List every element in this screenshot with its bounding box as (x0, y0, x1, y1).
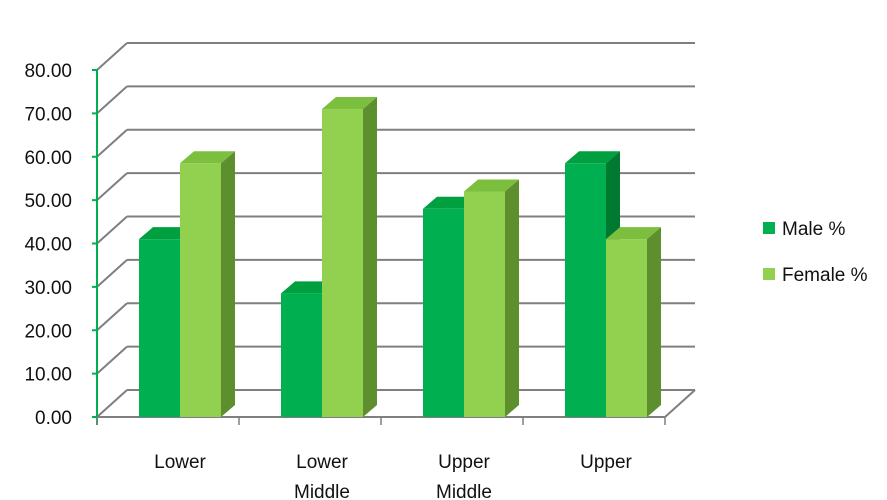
x-category-label: Upper (580, 452, 632, 473)
legend-swatch (763, 222, 775, 234)
gridline-diagonal (96, 129, 128, 158)
y-tick-label: 30.00 (24, 278, 72, 299)
bar-top-face (565, 151, 620, 164)
bar-top-face (322, 97, 377, 110)
y-tick-label: 10.00 (24, 365, 72, 386)
x-category-label: Lower (296, 452, 348, 473)
legend: Male % Female % (763, 219, 868, 286)
bar-front-face (565, 163, 606, 417)
bar (606, 227, 661, 417)
gridline-diagonal (96, 389, 128, 418)
x-category-label: Lower (154, 452, 206, 473)
bar (180, 151, 235, 417)
bar-top-face (464, 179, 519, 192)
bar (322, 97, 377, 417)
y-tick-label: 70.00 (24, 104, 72, 125)
bar-layer (139, 97, 661, 417)
label-layer: 0.00 10.00 20.00 30.00 40.00 50.00 60.00 70.00 8… (24, 61, 632, 500)
bar (464, 179, 519, 417)
y-tick-label: 40.00 (24, 235, 72, 256)
axis-layer (92, 69, 666, 425)
x-category-label: Upper (438, 452, 490, 473)
legend-label: Female % (782, 265, 868, 286)
gridline-diagonal (96, 302, 128, 331)
bar-front-face (180, 163, 221, 417)
legend-swatch (763, 268, 775, 280)
bar-side-face (363, 97, 377, 417)
bar-front-face (606, 239, 647, 417)
bar-side-face (647, 227, 661, 417)
bar-top-face (606, 227, 661, 240)
bar-front-face (281, 293, 322, 417)
bar-front-face (423, 208, 464, 417)
y-tick-label: 60.00 (24, 148, 72, 169)
gridline-diagonal (96, 215, 128, 245)
bar-top-face (180, 151, 235, 164)
y-tick-label: 80.00 (24, 61, 72, 82)
legend-label: Male % (782, 219, 845, 240)
x-category-label: Middle (294, 482, 350, 500)
bar-front-face (139, 239, 180, 417)
bar-front-face (464, 191, 505, 417)
gridline-diagonal (96, 85, 128, 115)
bar-front-face (322, 109, 363, 417)
y-tick-label: 50.00 (24, 191, 72, 212)
y-tick-label: 0.00 (35, 408, 72, 429)
gridline-diagonal (96, 172, 128, 201)
gridline-diagonal (96, 259, 128, 288)
gridline-diagonal (96, 42, 128, 71)
bar-side-face (221, 151, 235, 417)
bar-side-face (505, 179, 519, 417)
x-category-label: Middle (436, 482, 492, 500)
floor-side-edge (664, 389, 696, 418)
gridline-diagonal (96, 345, 128, 375)
y-tick-label: 20.00 (24, 321, 72, 342)
